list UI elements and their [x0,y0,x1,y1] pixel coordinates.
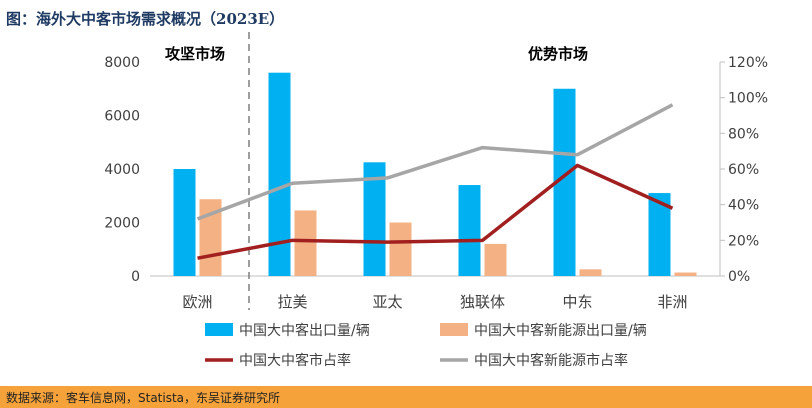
bar [553,88,576,276]
source-footer: 数据来源：客车信息网，Statista，东吴证券研究所 [0,386,812,408]
bar [579,269,602,276]
right-y-tick-label: 80% [728,126,759,142]
bar [363,162,386,276]
legend-label: 中国大中客出口量/辆 [239,322,370,339]
left-y-tick-label: 2000 [104,216,140,232]
x-tick-label: 非洲 [657,293,687,311]
series-line [197,163,674,260]
right-y-tick-label: 0% [728,269,750,285]
x-tick-label: 独联体 [460,293,505,311]
bar [173,169,196,276]
bar [648,193,671,276]
right-y-tick-label: 20% [728,233,759,249]
source-text: 数据来源：客车信息网，Statista，东吴证券研究所 [6,391,281,405]
bar [674,272,697,276]
chart-title: 图：海外大中客市场需求概况（2023E） [6,10,285,28]
x-tick-label: 亚太 [372,293,402,311]
right-y-tick-label: 60% [728,162,759,178]
legend-label: 中国大中客新能源市占率 [474,352,628,369]
chart: 0 2000 4000 6000 8000 0% 20% 40% 60% 80% 100% 120% 欧… [104,32,768,369]
right-region-label: 优势市场 [528,45,588,63]
right-y-tick-label: 40% [728,198,759,214]
legend-swatch [440,323,468,336]
left-y-tick-label: 4000 [104,162,140,178]
right-y-tick-label: 100% [728,91,768,107]
bar [389,222,412,276]
x-tick-label: 欧洲 [182,293,212,311]
legend-label: 中国大中客新能源出口量/辆 [474,322,647,339]
bar [268,72,291,276]
bar [294,210,317,276]
bar [484,243,507,276]
x-tick-label: 拉美 [277,293,307,311]
legend-swatch [205,323,233,336]
legend-label: 中国大中客市占率 [239,352,351,369]
series-line [196,103,674,221]
x-tick-label: 中东 [562,293,592,311]
bar [458,185,481,276]
left-y-tick-label: 8000 [104,55,140,71]
right-y-tick-label: 120% [728,55,768,71]
left-y-tick-label: 6000 [104,109,140,125]
left-region-label: 攻坚市场 [165,45,225,63]
left-y-tick-label: 0 [131,269,140,285]
